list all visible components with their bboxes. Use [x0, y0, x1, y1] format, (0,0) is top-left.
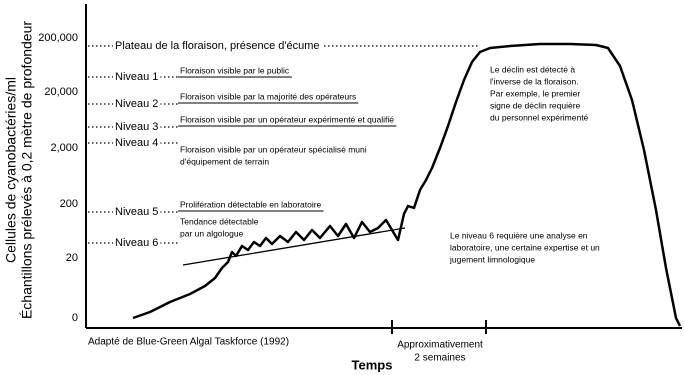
decline-note: l'inverse de la floraison. [490, 76, 579, 86]
label-bg [113, 236, 161, 249]
bloom-curve [132, 42, 682, 327]
level-note: Tendance détectable [180, 216, 259, 226]
y-label: 200,000 [38, 32, 78, 44]
label-bg [113, 120, 161, 133]
level-note: Floraison visible par un opérateur spéci… [180, 144, 367, 154]
label-bg [113, 70, 161, 83]
y-label: 200 [60, 198, 78, 210]
level-note: Floraison visible par le public [180, 65, 290, 75]
y-title: Cellules de cyanobactéries/ml [3, 77, 19, 263]
duration: Approximativement [397, 340, 483, 351]
level6-note: laboratoire, une certaine expertise et u… [450, 242, 600, 252]
label-bg [113, 97, 161, 110]
level-label: Niveau 4 [115, 137, 158, 149]
level-note: par un algologue [180, 228, 244, 238]
level-label: Niveau 3 [115, 121, 158, 133]
y-label: 0 [72, 312, 78, 324]
decline-note: du personnel expérimenté [490, 112, 589, 122]
duration: 2 semaines [414, 353, 465, 364]
level-label: Niveau 2 [115, 98, 158, 110]
level6-note: Le niveau 6 requière une analyse en [450, 230, 588, 240]
x-title: Temps [352, 357, 393, 372]
y-title: Échantillons prélevés à 0,2 mètre de pro… [19, 21, 35, 319]
level-note: Floraison visible par la majorité des op… [180, 91, 356, 101]
level-label: Niveau 5 [115, 206, 158, 218]
trend-line [182, 227, 406, 266]
level-label: Plateau de la floraison, présence d'écum… [115, 40, 320, 52]
decline-note: Le déclin est détecté à [490, 64, 575, 74]
decline-note: Par exemple, le premier [490, 88, 580, 98]
level6-note: jugement limnologique [449, 254, 535, 264]
y-label: 2,000 [50, 142, 78, 154]
y-label: 20 [66, 252, 78, 264]
label-bg [113, 39, 322, 52]
label-bg [113, 136, 161, 149]
source: Adapté de Blue-Green Algal Taskforce (19… [88, 337, 289, 348]
level-label: Niveau 6 [115, 237, 158, 249]
decline-note: signe de déclin requière [490, 100, 581, 110]
level-label: Niveau 1 [115, 71, 158, 83]
y-label: 20,000 [44, 86, 78, 98]
level-note: d'équipement de terrain [180, 156, 269, 166]
level-note: Floraison visible par un opérateur expér… [180, 114, 394, 124]
level-note: Prolifération détectable en laboratoire [180, 199, 322, 209]
label-bg [113, 205, 161, 218]
